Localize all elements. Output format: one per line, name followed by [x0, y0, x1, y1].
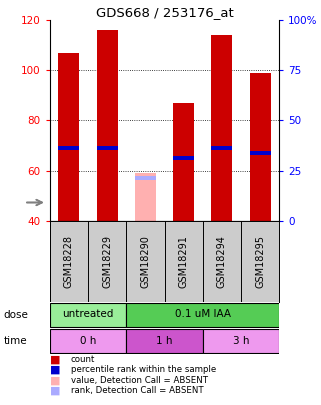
Text: ■: ■	[50, 375, 60, 385]
Text: count: count	[71, 355, 95, 364]
Bar	[211, 146, 232, 150]
Bar	[58, 146, 79, 150]
Text: percentile rank within the sample: percentile rank within the sample	[71, 365, 216, 374]
Text: GSM18229: GSM18229	[102, 235, 112, 288]
Bar	[135, 176, 156, 180]
Bar	[203, 329, 279, 353]
Text: 0.1 uM IAA: 0.1 uM IAA	[175, 309, 231, 320]
Text: time: time	[3, 336, 27, 346]
Text: ■: ■	[50, 386, 60, 396]
Text: 1 h: 1 h	[156, 336, 173, 346]
Text: GSM18228: GSM18228	[64, 235, 74, 288]
Bar	[173, 103, 194, 221]
Bar	[126, 329, 203, 353]
Bar	[211, 35, 232, 221]
Text: GSM18295: GSM18295	[255, 235, 265, 288]
Bar	[250, 151, 271, 155]
Bar	[135, 173, 156, 221]
Text: rank, Detection Call = ABSENT: rank, Detection Call = ABSENT	[71, 386, 203, 395]
Text: GSM18294: GSM18294	[217, 235, 227, 288]
Bar	[97, 30, 118, 221]
Text: dose: dose	[3, 310, 28, 320]
Bar	[58, 53, 79, 221]
Text: ■: ■	[50, 365, 60, 375]
Bar	[173, 156, 194, 160]
Text: 0 h: 0 h	[80, 336, 96, 346]
Bar	[97, 146, 118, 150]
Bar	[50, 303, 126, 327]
Text: ■: ■	[50, 354, 60, 364]
Text: untreated: untreated	[62, 309, 114, 320]
Bar	[126, 303, 279, 327]
Bar	[250, 73, 271, 221]
Title: GDS668 / 253176_at: GDS668 / 253176_at	[96, 6, 233, 19]
Text: GSM18291: GSM18291	[179, 235, 189, 288]
Text: GSM18290: GSM18290	[140, 235, 150, 288]
Text: 3 h: 3 h	[233, 336, 249, 346]
Text: value, Detection Call = ABSENT: value, Detection Call = ABSENT	[71, 376, 208, 385]
Bar	[50, 329, 126, 353]
